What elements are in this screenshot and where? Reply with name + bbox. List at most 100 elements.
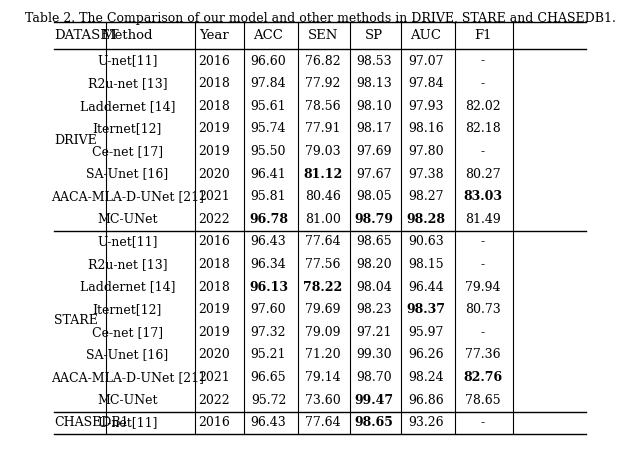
Text: 98.53: 98.53 xyxy=(356,55,392,68)
Text: 2020: 2020 xyxy=(198,167,230,180)
Text: 95.81: 95.81 xyxy=(251,190,286,203)
Text: 2019: 2019 xyxy=(198,325,230,338)
Text: SP: SP xyxy=(365,29,383,42)
Text: -: - xyxy=(481,55,484,68)
Text: 83.03: 83.03 xyxy=(463,190,502,203)
Text: 98.10: 98.10 xyxy=(356,100,392,113)
Text: 77.56: 77.56 xyxy=(305,257,340,270)
Text: 79.03: 79.03 xyxy=(305,144,340,158)
Text: -: - xyxy=(481,257,484,270)
Text: SEN: SEN xyxy=(308,29,338,42)
Text: 82.02: 82.02 xyxy=(465,100,500,113)
Text: 79.94: 79.94 xyxy=(465,280,500,293)
Text: AACA-MLA-D-UNet [21]: AACA-MLA-D-UNet [21] xyxy=(51,190,204,203)
Text: 77.92: 77.92 xyxy=(305,77,340,90)
Text: SA-Unet [16]: SA-Unet [16] xyxy=(86,167,168,180)
Text: 97.80: 97.80 xyxy=(408,144,444,158)
Text: 96.13: 96.13 xyxy=(249,280,288,293)
Text: STARE: STARE xyxy=(54,314,98,327)
Text: 98.15: 98.15 xyxy=(408,257,444,270)
Text: -: - xyxy=(481,235,484,248)
Text: 96.26: 96.26 xyxy=(408,348,444,361)
Text: 96.41: 96.41 xyxy=(251,167,286,180)
Text: 77.91: 77.91 xyxy=(305,122,340,135)
Text: 98.65: 98.65 xyxy=(356,235,392,248)
Text: AUC: AUC xyxy=(410,29,441,42)
Text: Laddernet [14]: Laddernet [14] xyxy=(80,100,175,113)
Text: 2019: 2019 xyxy=(198,144,230,158)
Text: 2018: 2018 xyxy=(198,77,230,90)
Text: 80.46: 80.46 xyxy=(305,190,340,203)
Text: Ce-net [17]: Ce-net [17] xyxy=(92,144,163,158)
Text: 2021: 2021 xyxy=(198,370,230,383)
Text: 73.60: 73.60 xyxy=(305,393,340,406)
Text: 93.26: 93.26 xyxy=(408,415,444,428)
Text: 77.64: 77.64 xyxy=(305,235,340,248)
Text: 98.16: 98.16 xyxy=(408,122,444,135)
Text: 98.20: 98.20 xyxy=(356,257,392,270)
Text: 98.23: 98.23 xyxy=(356,302,392,315)
Text: DRIVE: DRIVE xyxy=(54,133,97,146)
Text: 96.43: 96.43 xyxy=(251,415,286,428)
Text: 76.82: 76.82 xyxy=(305,55,340,68)
Text: 97.21: 97.21 xyxy=(356,325,392,338)
Text: 78.56: 78.56 xyxy=(305,100,340,113)
Text: 98.13: 98.13 xyxy=(356,77,392,90)
Text: AACA-MLA-D-UNet [21]: AACA-MLA-D-UNet [21] xyxy=(51,370,204,383)
Text: 79.69: 79.69 xyxy=(305,302,340,315)
Text: 96.65: 96.65 xyxy=(251,370,286,383)
Text: 80.27: 80.27 xyxy=(465,167,500,180)
Text: ACC: ACC xyxy=(253,29,284,42)
Text: 98.37: 98.37 xyxy=(406,302,445,315)
Text: 2021: 2021 xyxy=(198,190,230,203)
Text: Iternet[12]: Iternet[12] xyxy=(93,122,162,135)
Text: -: - xyxy=(481,144,484,158)
Text: 97.07: 97.07 xyxy=(408,55,444,68)
Text: MC-UNet: MC-UNet xyxy=(97,213,157,225)
Text: 98.79: 98.79 xyxy=(355,213,394,225)
Text: 96.44: 96.44 xyxy=(408,280,444,293)
Text: MC-UNet: MC-UNet xyxy=(97,393,157,406)
Text: 95.50: 95.50 xyxy=(251,144,286,158)
Text: DATASET: DATASET xyxy=(54,29,119,42)
Text: 96.60: 96.60 xyxy=(251,55,286,68)
Text: Iternet[12]: Iternet[12] xyxy=(93,302,162,315)
Text: 71.20: 71.20 xyxy=(305,348,340,361)
Text: 82.18: 82.18 xyxy=(465,122,500,135)
Text: 98.27: 98.27 xyxy=(408,190,444,203)
Text: SA-Unet [16]: SA-Unet [16] xyxy=(86,348,168,361)
Text: 95.72: 95.72 xyxy=(251,393,286,406)
Text: 99.30: 99.30 xyxy=(356,348,392,361)
Text: 82.76: 82.76 xyxy=(463,370,502,383)
Text: 78.65: 78.65 xyxy=(465,393,500,406)
Text: 99.47: 99.47 xyxy=(355,393,394,406)
Text: 98.70: 98.70 xyxy=(356,370,392,383)
Text: 97.84: 97.84 xyxy=(408,77,444,90)
Text: 97.84: 97.84 xyxy=(251,77,286,90)
Text: 98.24: 98.24 xyxy=(408,370,444,383)
Text: 78.22: 78.22 xyxy=(303,280,342,293)
Text: 2016: 2016 xyxy=(198,415,230,428)
Text: 2018: 2018 xyxy=(198,280,230,293)
Text: 2020: 2020 xyxy=(198,348,230,361)
Text: 97.32: 97.32 xyxy=(251,325,286,338)
Text: 98.28: 98.28 xyxy=(406,213,445,225)
Text: 97.69: 97.69 xyxy=(356,144,392,158)
Text: 95.97: 95.97 xyxy=(408,325,444,338)
Text: 81.12: 81.12 xyxy=(303,167,342,180)
Text: -: - xyxy=(481,415,484,428)
Text: 79.14: 79.14 xyxy=(305,370,340,383)
Text: 95.74: 95.74 xyxy=(251,122,286,135)
Text: 2022: 2022 xyxy=(198,393,230,406)
Text: F1: F1 xyxy=(474,29,492,42)
Text: Method: Method xyxy=(102,29,153,42)
Text: -: - xyxy=(481,325,484,338)
Text: 95.61: 95.61 xyxy=(251,100,286,113)
Text: 98.65: 98.65 xyxy=(355,415,394,428)
Text: 2019: 2019 xyxy=(198,122,230,135)
Text: R2u-net [13]: R2u-net [13] xyxy=(88,77,167,90)
Text: Laddernet [14]: Laddernet [14] xyxy=(80,280,175,293)
Text: 96.86: 96.86 xyxy=(408,393,444,406)
Text: 2018: 2018 xyxy=(198,257,230,270)
Text: 77.64: 77.64 xyxy=(305,415,340,428)
